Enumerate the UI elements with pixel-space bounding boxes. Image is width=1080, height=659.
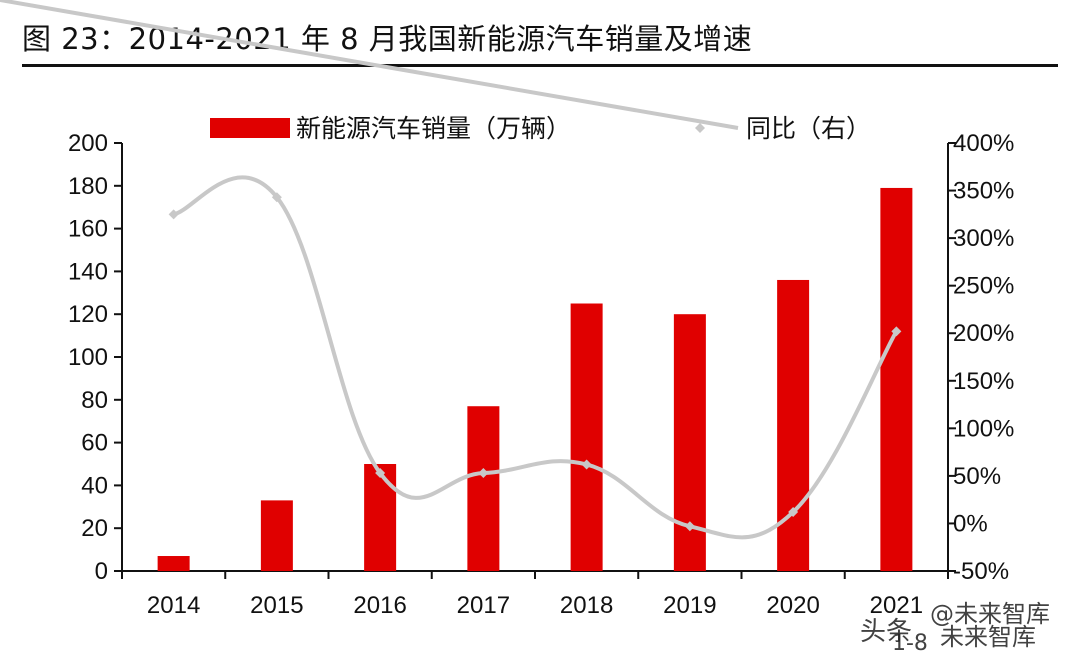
x-tick-label: 2018 bbox=[560, 592, 613, 619]
legend: 新能源汽车销量（万辆） 同比（右） bbox=[0, 0, 871, 143]
x-tick-label: 2014 bbox=[147, 592, 200, 619]
x-tick-label: 2017 bbox=[457, 592, 510, 619]
bar-2015 bbox=[260, 500, 293, 571]
legend-line-marker bbox=[695, 123, 705, 133]
left-tick-label: 80 bbox=[81, 387, 108, 414]
watermark-text-1: 头条 bbox=[860, 617, 912, 647]
yoy-point-2017 bbox=[478, 468, 489, 479]
right-tick-label: 100% bbox=[953, 415, 1014, 442]
bar-2014 bbox=[157, 556, 190, 571]
yoy-point-2021 bbox=[891, 326, 902, 337]
yoy-point-2015 bbox=[271, 192, 282, 203]
right-tick-label: 250% bbox=[953, 273, 1014, 300]
bars bbox=[157, 187, 913, 571]
legend-bar-label: 新能源汽车销量（万辆） bbox=[296, 114, 571, 143]
bar-2017 bbox=[467, 406, 500, 571]
watermark-text-4: 未来智库 bbox=[940, 623, 1036, 651]
right-tick-label: 300% bbox=[953, 225, 1014, 252]
x-tick-label: 2020 bbox=[766, 592, 819, 619]
x-tick-label: 2021 bbox=[870, 592, 923, 619]
left-tick-label: 100 bbox=[68, 344, 108, 371]
bar-2016 bbox=[364, 464, 397, 571]
left-tick-label: 140 bbox=[68, 258, 108, 285]
bar-2021 bbox=[880, 187, 913, 571]
right-tick-label: 350% bbox=[953, 178, 1014, 205]
left-tick-label: 160 bbox=[68, 216, 108, 243]
x-tick-label: 2016 bbox=[353, 592, 406, 619]
left-tick-label: 0 bbox=[95, 558, 108, 585]
axes: 0 20 40 60 80 100 120 140 160 180 200 -50% 0% 50% 100%… bbox=[68, 130, 1014, 619]
legend-line-swatch bbox=[0, 0, 739, 130]
yoy-point-2016 bbox=[375, 468, 386, 479]
left-tick-label: 60 bbox=[81, 430, 108, 457]
right-tick-label: 150% bbox=[953, 368, 1014, 395]
right-tick-label: 0% bbox=[953, 510, 988, 537]
yoy-point-2020 bbox=[788, 507, 799, 518]
watermark-text-2: @未来智库 bbox=[930, 600, 1050, 628]
right-tick-label: 400% bbox=[953, 130, 1014, 157]
yoy-point-2019 bbox=[684, 521, 695, 532]
bar-2018 bbox=[570, 303, 603, 571]
left-tick-label: 20 bbox=[81, 515, 108, 542]
left-tick-label: 120 bbox=[68, 301, 108, 328]
left-tick-label: 40 bbox=[81, 472, 108, 499]
legend-bar-swatch bbox=[210, 118, 290, 138]
right-tick-label: 200% bbox=[953, 320, 1014, 347]
x-tick-label: 2015 bbox=[250, 592, 303, 619]
left-tick-label: 180 bbox=[68, 173, 108, 200]
legend-line-label: 同比（右） bbox=[746, 114, 871, 143]
bar-2019 bbox=[673, 314, 706, 571]
x-tick-label: 2019 bbox=[663, 592, 716, 619]
yoy-line bbox=[168, 175, 902, 540]
chart-title: 图 23：2014-2021 年 8 月我国新能源汽车销量及增速 bbox=[22, 22, 753, 56]
watermark-text-3: 1-8 bbox=[892, 631, 928, 656]
right-tick-label: 50% bbox=[953, 463, 1001, 490]
title-underline bbox=[22, 64, 1058, 67]
left-tick-label: 200 bbox=[68, 130, 108, 157]
right-tick-label: -50% bbox=[953, 558, 1009, 585]
yoy-point-2018 bbox=[581, 459, 592, 470]
watermark: 头条 1-8 @未来智库 未来智库 bbox=[860, 600, 1050, 656]
yoy-point-2014 bbox=[168, 209, 179, 220]
bar-2020 bbox=[777, 279, 810, 571]
